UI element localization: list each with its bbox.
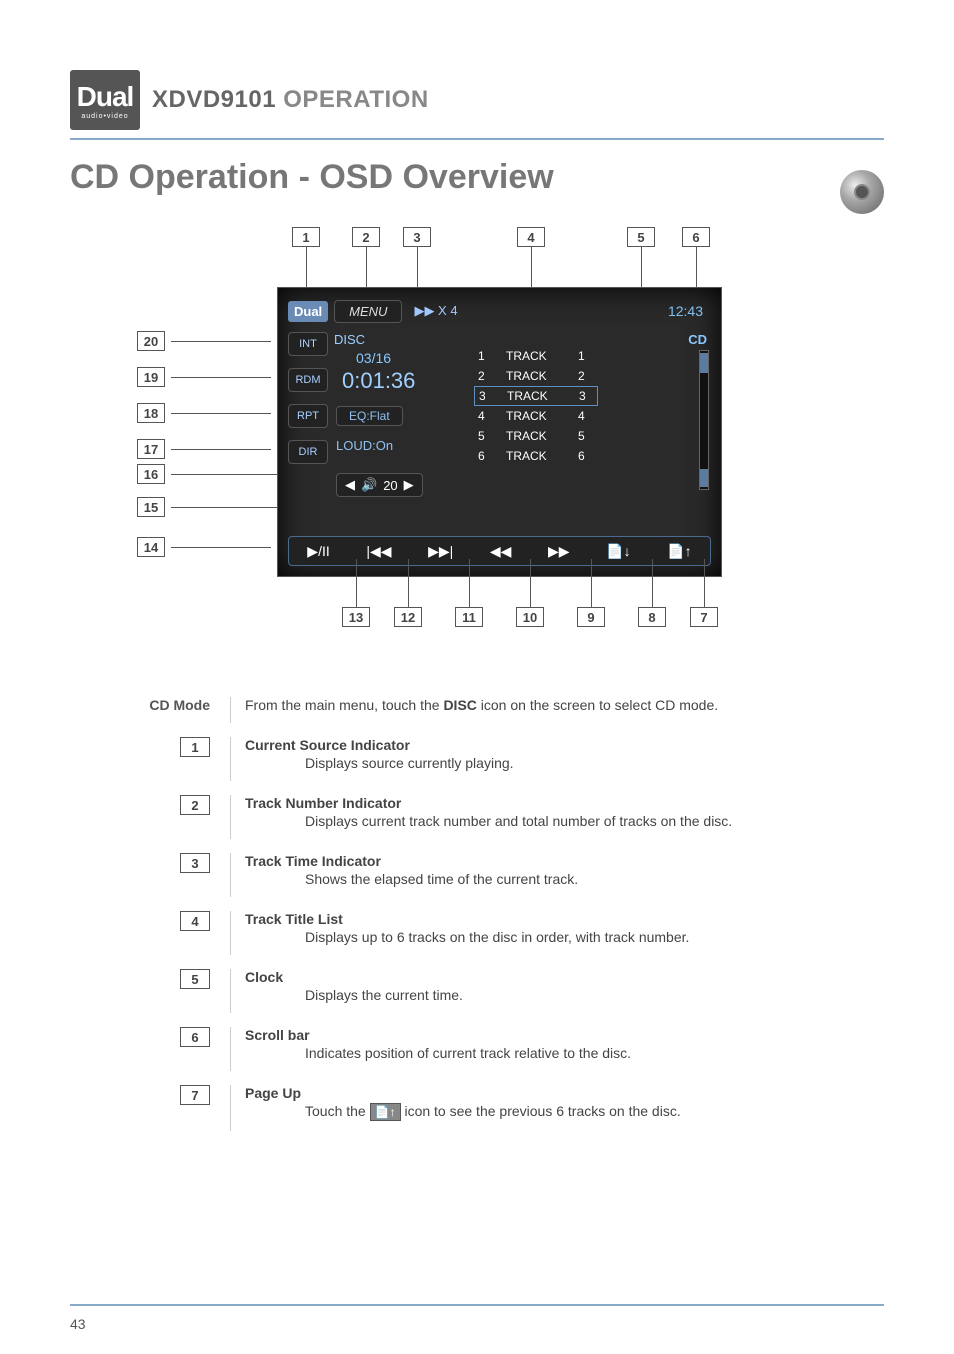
- cd-label: CD: [688, 332, 707, 347]
- bottom-callouts: 13 12 11 10 9 8 7: [137, 577, 817, 647]
- callout-3: 3: [403, 227, 431, 247]
- brand-logo: Dual audio•video: [70, 70, 140, 130]
- callout-13: 13: [342, 607, 370, 627]
- loud-indicator: LOUD:On: [336, 438, 393, 453]
- osd-topbar: Dual MENU ▶▶ X 4 12:43: [288, 298, 711, 324]
- header-title: XDVD9101 OPERATION: [152, 86, 429, 114]
- track-number: 03/16: [356, 350, 391, 366]
- logo-subtext: audio•video: [81, 113, 128, 120]
- item-1-num: 1: [70, 737, 210, 781]
- callout-19: 19: [137, 367, 165, 387]
- callout-4: 4: [517, 227, 545, 247]
- cdmode-post: icon on the screen to select CD mode.: [477, 697, 718, 713]
- track-row: 4TRACK4: [478, 406, 594, 426]
- menu-button[interactable]: MENU: [334, 300, 402, 323]
- cdmode-pre: From the main menu, touch the: [245, 697, 443, 713]
- callout-9: 9: [577, 607, 605, 627]
- item-7-num: 7: [70, 1085, 210, 1131]
- callout-14: 14: [137, 537, 165, 557]
- callout-18: 18: [137, 403, 165, 423]
- callout-17: 17: [137, 439, 165, 459]
- main-heading: CD Operation - OSD Overview: [70, 158, 884, 197]
- item-4-num: 4: [70, 911, 210, 955]
- rdm-button[interactable]: RDM: [288, 368, 328, 392]
- rpt-button[interactable]: RPT: [288, 404, 328, 428]
- footer-divider: [70, 1304, 884, 1306]
- item-1-body: Current Source IndicatorDisplays source …: [230, 737, 884, 781]
- callout-2: 2: [352, 227, 380, 247]
- top-callouts: 1 2 3 4 5 6: [137, 227, 817, 287]
- item-6-num: 6: [70, 1027, 210, 1071]
- page-down-icon[interactable]: 📄↓: [606, 543, 630, 560]
- eq-button[interactable]: EQ:Flat: [336, 406, 403, 426]
- callout-12: 12: [394, 607, 422, 627]
- prev-track-icon[interactable]: |◀◀: [366, 543, 391, 560]
- rewind-icon[interactable]: ◀◀: [490, 543, 512, 560]
- page-header: Dual audio•video XDVD9101 OPERATION: [70, 70, 884, 130]
- item-3-body: Track Time IndicatorShows the elapsed ti…: [230, 853, 884, 897]
- ff-indicator: ▶▶ X 4: [414, 303, 457, 319]
- descriptions: CD Mode From the main menu, touch the DI…: [70, 697, 884, 1131]
- vol-value: 20: [383, 478, 397, 493]
- item-4-body: Track Title ListDisplays up to 6 tracks …: [230, 911, 884, 955]
- forward-icon[interactable]: ▶▶: [548, 543, 570, 560]
- track-row: 2TRACK2: [478, 366, 594, 386]
- cdmode-bold: DISC: [443, 697, 476, 713]
- disc-icon: [840, 170, 884, 214]
- callout-1: 1: [292, 227, 320, 247]
- transport-bar: ▶/II |◀◀ ▶▶| ◀◀ ▶▶ 📄↓ 📄↑: [288, 536, 711, 566]
- track-row: 6TRACK6: [478, 446, 594, 466]
- callout-7: 7: [690, 607, 718, 627]
- track-row: 1TRACK1: [478, 346, 594, 366]
- item-7-body: Page Up Touch the 📄↑ icon to see the pre…: [230, 1085, 884, 1131]
- item-7-pre: Touch the: [305, 1103, 370, 1119]
- vol-down-icon[interactable]: ◀: [345, 477, 355, 493]
- logo-text: Dual: [77, 81, 134, 113]
- callout-11: 11: [455, 607, 483, 627]
- track-scrollbar[interactable]: [699, 350, 709, 490]
- clock-display: 12:43: [668, 303, 711, 319]
- callout-20: 20: [137, 331, 165, 351]
- disc-label: DISC: [334, 332, 365, 347]
- track-time: 0:01:36: [342, 368, 415, 394]
- cdmode-body: From the main menu, touch the DISC icon …: [230, 697, 884, 723]
- vol-up-icon[interactable]: ▶: [404, 477, 414, 493]
- callout-8: 8: [638, 607, 666, 627]
- item-2-num: 2: [70, 795, 210, 839]
- callout-10: 10: [516, 607, 544, 627]
- track-row: 5TRACK5: [478, 426, 594, 446]
- osd-diagram: 1 2 3 4 5 6 20 19 18 17 16 15 14 Dual: [137, 227, 817, 647]
- item-5-body: ClockDisplays the current time.: [230, 969, 884, 1013]
- callout-16: 16: [137, 464, 165, 484]
- play-pause-icon[interactable]: ▶/II: [307, 543, 329, 560]
- osd-screen: Dual MENU ▶▶ X 4 12:43 CD INT RDM RPT DI…: [277, 287, 722, 577]
- callout-5: 5: [627, 227, 655, 247]
- item-5-num: 5: [70, 969, 210, 1013]
- next-track-icon[interactable]: ▶▶|: [428, 543, 453, 560]
- page-up-icon[interactable]: 📄↑: [667, 543, 691, 560]
- speaker-icon: 🔊: [361, 477, 377, 493]
- track-row-selected: 3TRACK3: [474, 386, 598, 406]
- osd-logo: Dual: [288, 301, 328, 322]
- item-3-num: 3: [70, 853, 210, 897]
- track-list: 1TRACK1 2TRACK2 3TRACK3 4TRACK4 5TRACK5 …: [478, 346, 594, 466]
- item-2-body: Track Number IndicatorDisplays current t…: [230, 795, 884, 839]
- callout-6: 6: [682, 227, 710, 247]
- callout-15: 15: [137, 497, 165, 517]
- page-up-inline-icon: 📄↑: [370, 1103, 401, 1121]
- model-number: XDVD9101: [152, 86, 276, 113]
- int-button[interactable]: INT: [288, 332, 328, 356]
- item-6-body: Scroll barIndicates position of current …: [230, 1027, 884, 1071]
- cdmode-label: CD Mode: [70, 697, 210, 723]
- section-name: OPERATION: [283, 86, 428, 113]
- header-divider: [70, 138, 884, 140]
- item-7-post: icon to see the previous 6 tracks on the…: [401, 1103, 681, 1119]
- page-number: 43: [70, 1316, 86, 1332]
- volume-control[interactable]: ◀ 🔊 20 ▶: [336, 473, 423, 497]
- dir-button[interactable]: DIR: [288, 440, 328, 464]
